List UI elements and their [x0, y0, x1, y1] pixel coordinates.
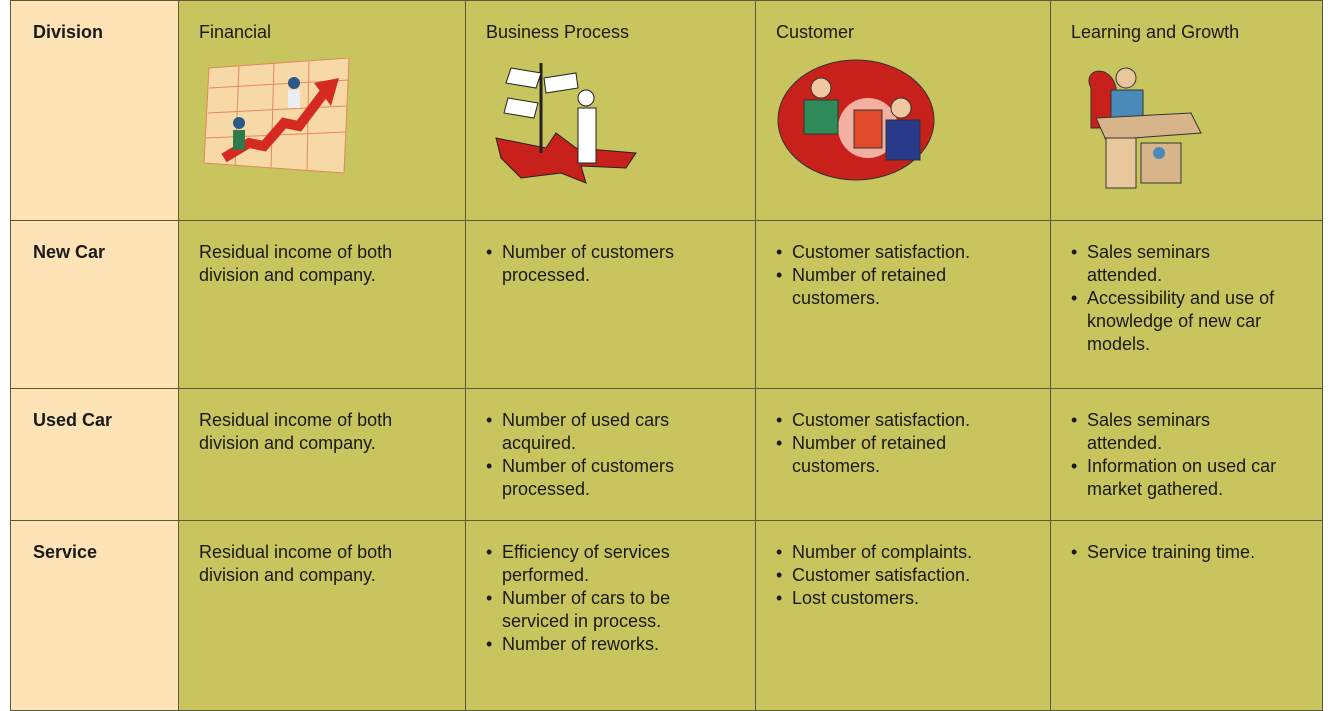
cell: Sales seminars attended.Accessibility an… [1050, 220, 1323, 389]
bullet-list: Sales seminars attended.Information on u… [1071, 409, 1286, 501]
division-cell: Used Car [10, 388, 179, 521]
cell: Sales seminars attended.Information on u… [1050, 388, 1323, 521]
bullet-list: Customer satisfaction.Number of retained… [776, 409, 1006, 478]
header-cell: Learning and Growth [1050, 0, 1323, 221]
division-name: New Car [33, 242, 106, 262]
cell: Service training time. [1050, 520, 1323, 711]
table-row: Service Residual income of both division… [10, 520, 1323, 711]
cell: Customer satisfaction.Number of retained… [755, 220, 1051, 389]
bullet-list: Number of used cars acquired.Number of c… [486, 409, 726, 501]
scorecard-table: Division Financial Business Process [10, 0, 1323, 711]
header-cell: Division [10, 0, 179, 221]
cell: Number of complaints.Customer satisfacti… [755, 520, 1051, 711]
table-row: New Car Residual income of both division… [10, 220, 1323, 389]
division-cell: Service [10, 520, 179, 711]
bullet-item: Number of customers processed. [486, 241, 726, 287]
header-cell: Financial [178, 0, 466, 221]
bullet-item: Number of complaints. [776, 541, 1006, 564]
division-cell: New Car [10, 220, 179, 389]
header-row: Division Financial Business Process [10, 0, 1323, 221]
bullet-list: Customer satisfaction.Number of retained… [776, 241, 1006, 310]
financial-illustration [203, 58, 350, 174]
header-cell: Customer [755, 0, 1051, 221]
cell-text: Residual income of both division and com… [199, 410, 393, 453]
cell: Residual income of both division and com… [178, 220, 466, 389]
bullet-item: Service training time. [1071, 541, 1286, 564]
header-cell: Business Process [465, 0, 756, 221]
learning-illustration [1088, 67, 1202, 189]
bullet-item: Information on used car market gathered. [1071, 455, 1286, 501]
cell: Efficiency of services performed.Number … [465, 520, 756, 711]
bullet-list: Service training time. [1071, 541, 1286, 564]
header-text: Division [33, 22, 104, 42]
business-process-illustration [495, 63, 637, 184]
cell: Residual income of both division and com… [178, 520, 466, 711]
bullet-item: Customer satisfaction. [776, 564, 1006, 587]
header-text: Customer [776, 22, 855, 42]
bullet-item: Sales seminars attended. [1071, 241, 1286, 287]
bullet-list: Number of customers processed. [486, 241, 726, 287]
cell: Number of used cars acquired.Number of c… [465, 388, 756, 521]
bullet-item: Accessibility and use of knowledge of ne… [1071, 287, 1286, 356]
bullet-item: Number of customers processed. [486, 455, 726, 501]
cell: Number of customers processed. [465, 220, 756, 389]
bullet-item: Number of retained customers. [776, 432, 1006, 478]
table-row: Used Car Residual income of both divisio… [10, 388, 1323, 521]
bullet-list: Sales seminars attended.Accessibility an… [1071, 241, 1286, 356]
header-text: Business Process [486, 22, 630, 42]
header-text: Financial [199, 22, 272, 42]
bullet-item: Customer satisfaction. [776, 241, 1006, 264]
bullet-item: Lost customers. [776, 587, 1006, 610]
division-name: Used Car [33, 410, 113, 430]
division-name: Service [33, 542, 98, 562]
bullet-item: Efficiency of services performed. [486, 541, 726, 587]
bullet-item: Customer satisfaction. [776, 409, 1006, 432]
cell-text: Residual income of both division and com… [199, 242, 393, 285]
cell: Residual income of both division and com… [178, 388, 466, 521]
bullet-list: Efficiency of services performed.Number … [486, 541, 726, 656]
customer-illustration [777, 59, 935, 181]
cell-text: Residual income of both division and com… [199, 542, 393, 585]
bullet-item: Number of retained customers. [776, 264, 1006, 310]
bullet-item: Sales seminars attended. [1071, 409, 1286, 455]
bullet-item: Number of cars to be serviced in process… [486, 587, 726, 633]
bullet-item: Number of used cars acquired. [486, 409, 726, 455]
cell: Customer satisfaction.Number of retained… [755, 388, 1051, 521]
bullet-list: Number of complaints.Customer satisfacti… [776, 541, 1006, 610]
header-text: Learning and Growth [1071, 22, 1240, 42]
bullet-item: Number of reworks. [486, 633, 726, 656]
